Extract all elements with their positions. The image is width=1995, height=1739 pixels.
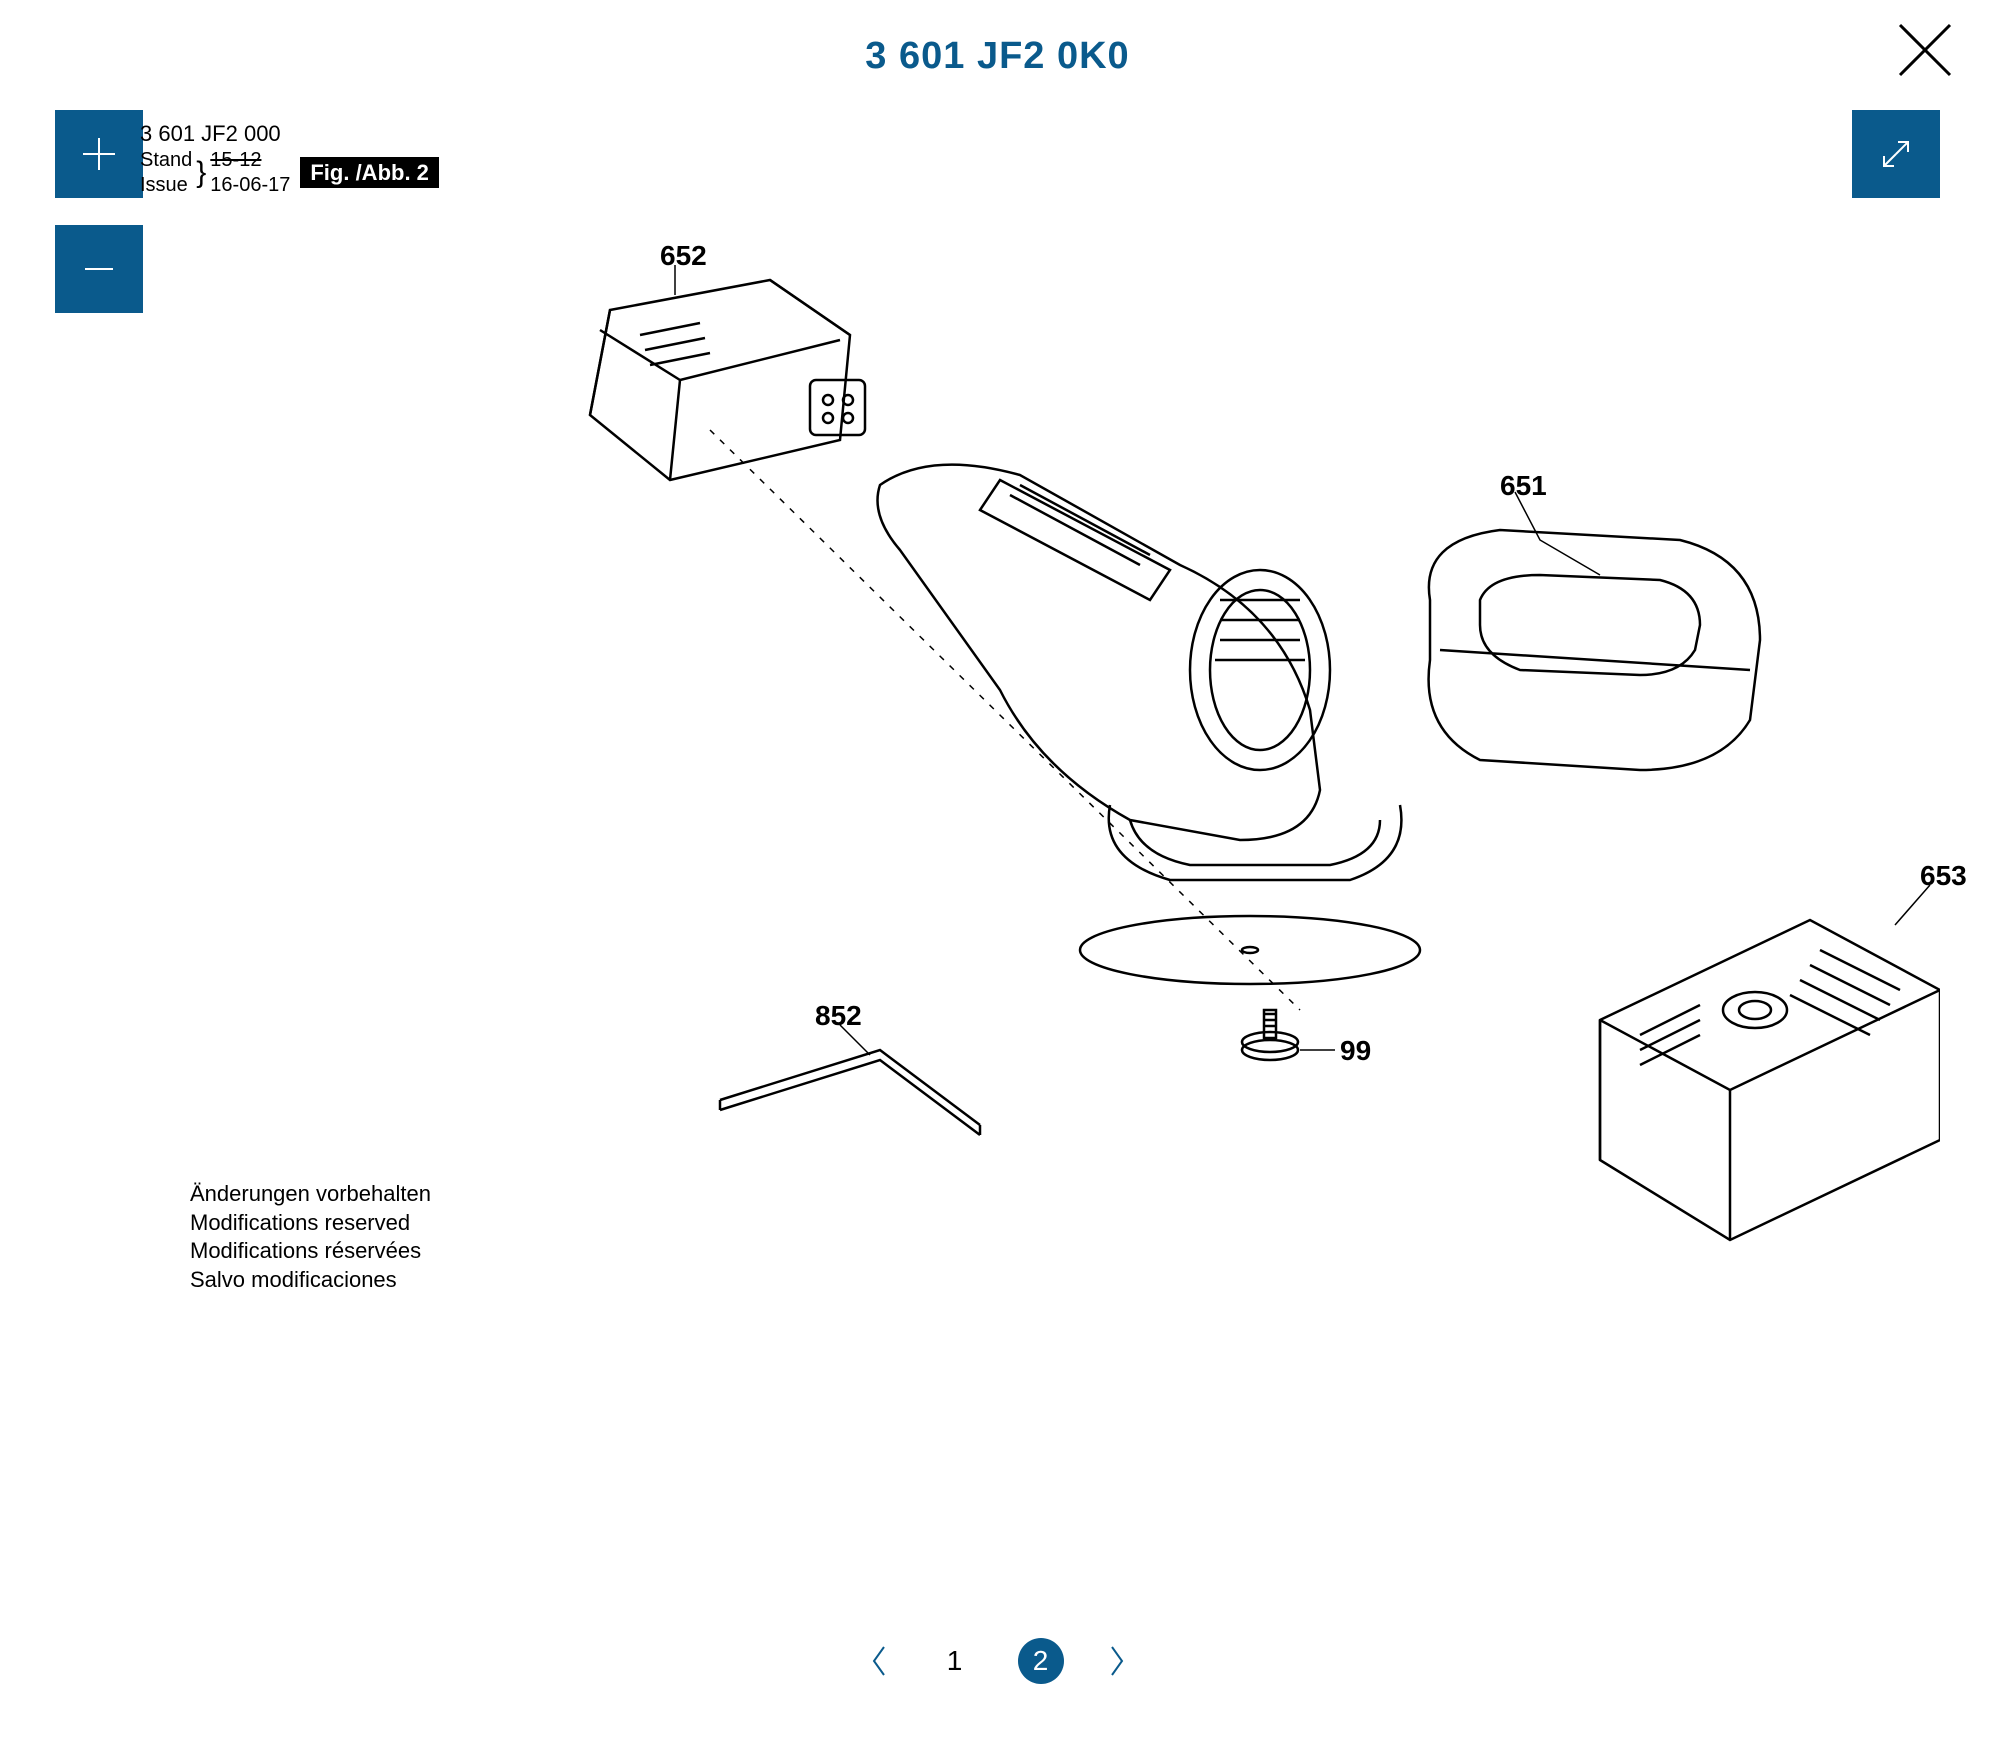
chevron-left-icon (869, 1644, 889, 1678)
page-title: 3 601 JF2 0K0 (0, 35, 1995, 78)
close-button[interactable] (1885, 10, 1965, 90)
pager-prev-button[interactable] (866, 1641, 892, 1681)
diagram-area[interactable]: 3 601 JF2 000 Stand Issue } 15-12 16-06-… (140, 120, 1935, 1559)
meta-model-ref: 3 601 JF2 000 (140, 120, 439, 148)
part-tool-body (878, 465, 1402, 880)
disclaimer-line: Modifications réservées (190, 1237, 431, 1266)
zoom-in-button[interactable] (55, 110, 143, 198)
brace-icon: } (196, 162, 206, 183)
pager: 12 (0, 1638, 1995, 1684)
callout-99: 99 (1340, 1035, 1371, 1067)
zoom-out-button[interactable] (55, 225, 143, 313)
pager-page-2[interactable]: 2 (1018, 1638, 1064, 1684)
part-disc (1080, 916, 1420, 984)
part-hex-key (720, 1050, 980, 1135)
callout-653: 653 (1920, 860, 1967, 892)
part-charger (1600, 920, 1940, 1240)
part-screw (1242, 1010, 1298, 1060)
exploded-diagram (340, 180, 1940, 1280)
close-icon (1895, 20, 1955, 80)
disclaimer-line: Salvo modificaciones (190, 1266, 431, 1295)
disclaimer-block: Änderungen vorbehalten Modifications res… (190, 1180, 431, 1294)
meta-stand-value: 15-12 (210, 149, 261, 171)
plus-icon (77, 132, 121, 176)
callout-651: 651 (1500, 470, 1547, 502)
minus-icon (77, 247, 121, 291)
chevron-right-icon (1107, 1644, 1127, 1678)
callout-852: 852 (815, 1000, 862, 1032)
callout-652: 652 (660, 240, 707, 272)
meta-issue-value: 16-06-17 (210, 174, 290, 196)
pager-page-1[interactable]: 1 (932, 1638, 978, 1684)
disclaimer-line: Modifications reserved (190, 1209, 431, 1238)
part-battery (590, 280, 865, 480)
part-guard (1429, 530, 1760, 770)
disclaimer-line: Änderungen vorbehalten (190, 1180, 431, 1209)
meta-stand-label: Stand (140, 149, 192, 171)
meta-issue-label: Issue (140, 174, 188, 196)
pager-next-button[interactable] (1104, 1641, 1130, 1681)
diagram-viewer: 3 601 JF2 0K0 3 601 JF2 000 (0, 0, 1995, 1739)
